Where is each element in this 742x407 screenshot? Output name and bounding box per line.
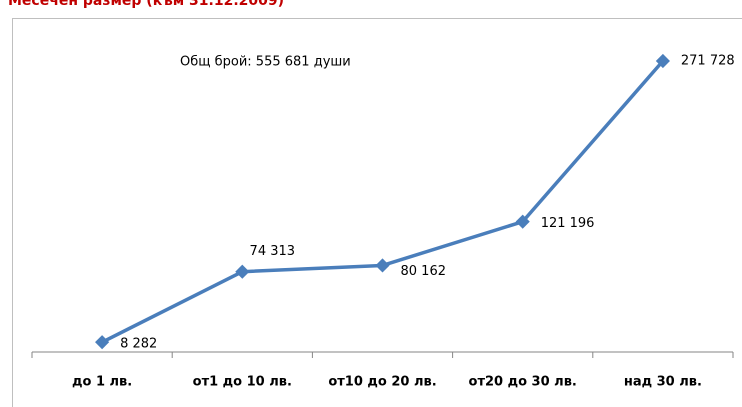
marker bbox=[95, 335, 110, 350]
marker bbox=[235, 264, 250, 279]
marker bbox=[375, 258, 390, 273]
data-label: 8 282 bbox=[120, 337, 157, 352]
x-tick-label: над 30 лв. bbox=[624, 375, 702, 390]
data-label: 74 313 bbox=[250, 244, 296, 259]
line bbox=[101, 59, 665, 344]
x-tick-label: от20 до 30 лв. bbox=[469, 375, 577, 390]
x-tick-label: от1 до 10 лв. bbox=[193, 375, 292, 390]
data-label: 121 196 bbox=[541, 216, 595, 231]
x-tick-label: до 1 лв. bbox=[72, 375, 132, 390]
x-tick-label: от10 до 20 лв. bbox=[328, 375, 436, 390]
chart-title: Месечен размер (към 31.12.2009) bbox=[8, 0, 284, 9]
data-label: 80 162 bbox=[401, 264, 447, 279]
marker bbox=[655, 53, 670, 69]
annotation: Общ брой: 555 681 души bbox=[180, 55, 351, 70]
marker bbox=[515, 214, 530, 229]
chart-border bbox=[12, 18, 742, 407]
data-label: 271 728 bbox=[681, 54, 735, 69]
